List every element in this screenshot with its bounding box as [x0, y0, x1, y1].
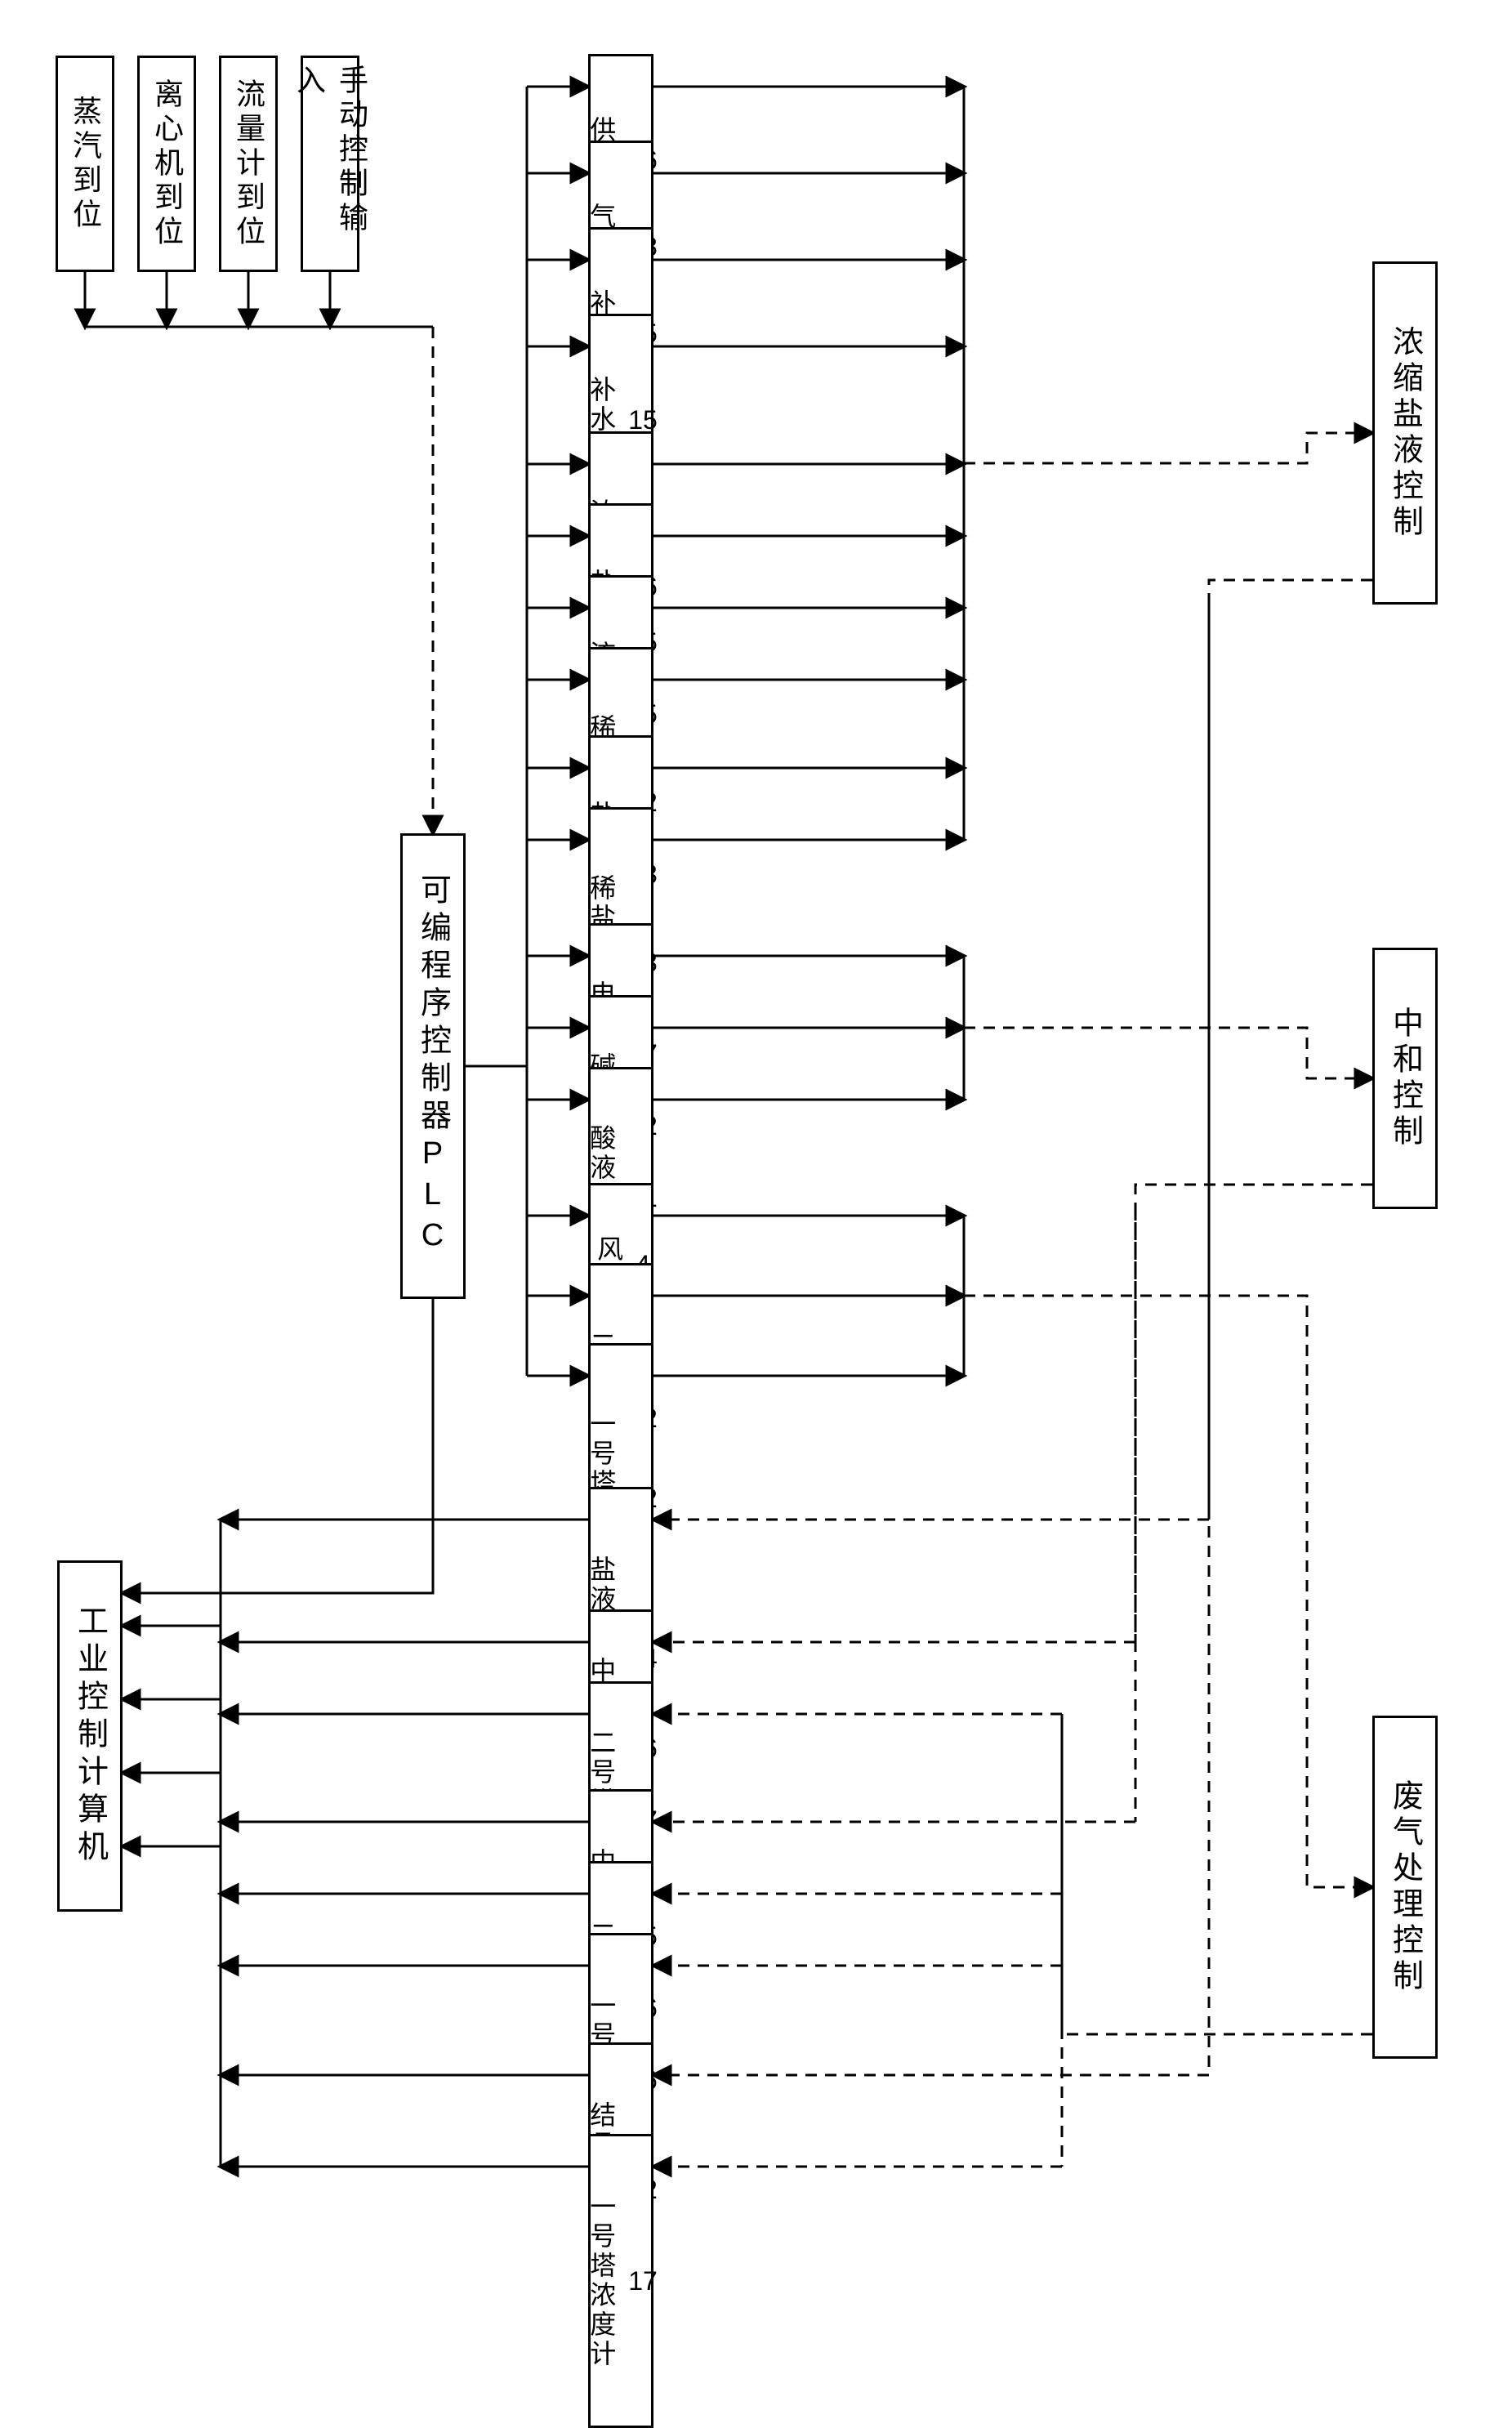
right-group: 废气处理控制: [1372, 1716, 1438, 2059]
input-box: 离心机到位: [137, 56, 196, 272]
computer-box: 工业控制计算机: [57, 1560, 123, 1912]
device-number: 15: [625, 405, 664, 435]
label: 离心机到位: [145, 78, 188, 250]
label: 蒸汽到位: [64, 96, 106, 233]
sensor-label: 一号塔浓度计: [578, 2188, 625, 2374]
input-box: 手动控制输入: [301, 56, 359, 272]
sensor-box: 一号塔浓度计17: [588, 2134, 653, 2428]
sensor-number: 17: [625, 2266, 664, 2296]
label: 废气处理控制: [1383, 1779, 1428, 1995]
ipc-label: 工业控制计算机: [68, 1605, 113, 1868]
input-box: 流量计到位: [219, 56, 278, 272]
plc-label: 可编程序控制器PLC: [411, 873, 456, 1259]
right-group: 中和控制: [1372, 948, 1438, 1209]
label: 浓缩盐液控制: [1383, 325, 1428, 541]
label: 中和控制: [1383, 1006, 1428, 1150]
right-group: 浓缩盐液控制: [1372, 261, 1438, 605]
plc-box: 可编程序控制器PLC: [400, 833, 466, 1299]
label: 手动控制输入: [288, 65, 372, 263]
label: 流量计到位: [227, 78, 270, 250]
input-box: 蒸汽到位: [56, 56, 114, 272]
